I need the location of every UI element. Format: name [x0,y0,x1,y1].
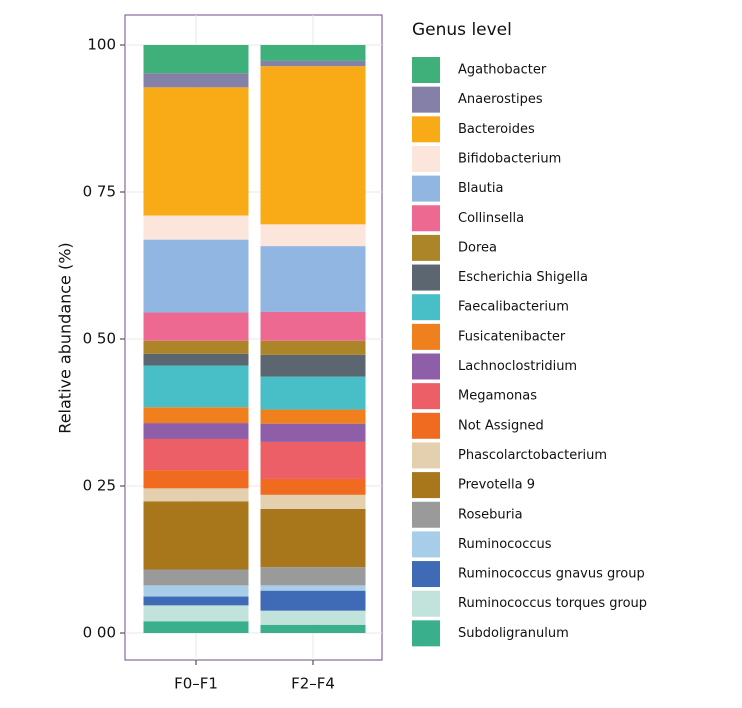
bar-segment [260,610,366,625]
legend-swatch [412,175,440,202]
legend-label: Subdoligranulum [458,626,569,641]
legend-swatch [412,323,440,350]
legend-label: Collinsella [458,211,524,226]
bar-segment [143,501,249,570]
bar-segment [260,508,366,568]
bar-segment [143,423,249,439]
legend-label: Escherichia Shigella [458,270,588,285]
bar-segment [143,585,249,597]
legend-title: Genus level [412,20,512,40]
bar-segment [260,340,366,355]
legend-swatch [412,57,440,83]
bar-segment [260,590,366,611]
legend-label: Bacteroides [458,122,535,137]
legend-swatch [412,383,440,410]
bar-segment [143,365,249,408]
bar-segment [260,45,366,61]
legend-label: Ruminococcus gnavus group [458,567,645,582]
bar-segment [260,494,366,509]
bar-segment [260,60,366,67]
bar-segment [143,407,249,424]
legend-swatch [412,620,440,647]
legend-swatch [412,294,440,321]
bar-segment [260,409,366,424]
legend-label: Not Assigned [458,418,544,433]
legend-swatch [412,353,440,380]
legend-label: Prevotella 9 [458,478,535,493]
x-tick-label: F0–F1 [174,675,218,693]
bar-segment [143,312,249,341]
legend-label: Bifidobacterium [458,151,561,166]
x-tick-label: F2–F4 [291,675,335,693]
bar-segment [143,596,249,606]
legend-swatch [412,561,440,588]
bar-segment [143,621,249,633]
bar-segment [260,246,366,312]
bar-segment [143,569,249,586]
bar-segment [260,311,366,341]
bar-segment [143,215,249,240]
bar-segment [143,340,249,354]
legend-swatch [412,531,440,558]
bar-segment [143,353,249,366]
bar-segment [260,354,366,377]
y-tick-label: 100 [87,36,116,54]
legend-swatch [412,590,440,617]
bar-segment [260,585,366,591]
legend-label: Phascolarctobacterium [458,448,607,463]
legend-label: Megamonas [458,389,537,404]
legend-label: Blautia [458,181,503,196]
y-tick-label: 0 00 [83,624,116,642]
bar-segment [143,239,249,313]
legend-label: Dorea [458,240,497,255]
y-tick-label: 0 25 [83,477,116,495]
bar-segment [260,624,366,633]
bar-segment [260,567,366,586]
bar-segment [143,470,249,489]
legend-swatch [412,234,440,261]
bar-segment [260,478,366,495]
legend-label: Lachnoclostridium [458,359,577,374]
legend-swatch [412,86,440,113]
bar-segment [260,441,366,479]
legend-label: Ruminococcus [458,537,552,552]
bar-segment [143,73,249,88]
legend-swatch [412,472,440,499]
bar-segment [143,87,249,216]
legend-swatch [412,501,440,528]
bar-segment [143,45,249,74]
legend-swatch [412,412,440,439]
bar-segment [260,224,366,247]
y-tick-label: 0 75 [83,183,116,201]
legend-swatch [412,116,440,143]
legend-swatch [412,264,440,291]
y-axis-label: Relative abundance (%) [56,242,75,433]
y-tick-label: 0 50 [83,330,116,348]
bar-segment [143,438,249,471]
legend-swatch [412,442,440,469]
legend-swatch [412,145,440,172]
bar-segment [260,376,366,410]
bar-segment [260,66,366,225]
legend-label: Fusicatenibacter [458,329,566,344]
bar-segment [260,423,366,442]
bar-segment [143,488,249,502]
bar-segment [143,605,249,622]
legend-label: Anaerostipes [458,92,543,107]
legend-swatch [412,205,440,232]
legend-label: Roseburia [458,507,523,522]
legend-label: Agathobacter [458,63,547,78]
legend-label: Ruminococcus torques group [458,596,647,611]
legend-label: Faecalibacterium [458,300,569,315]
